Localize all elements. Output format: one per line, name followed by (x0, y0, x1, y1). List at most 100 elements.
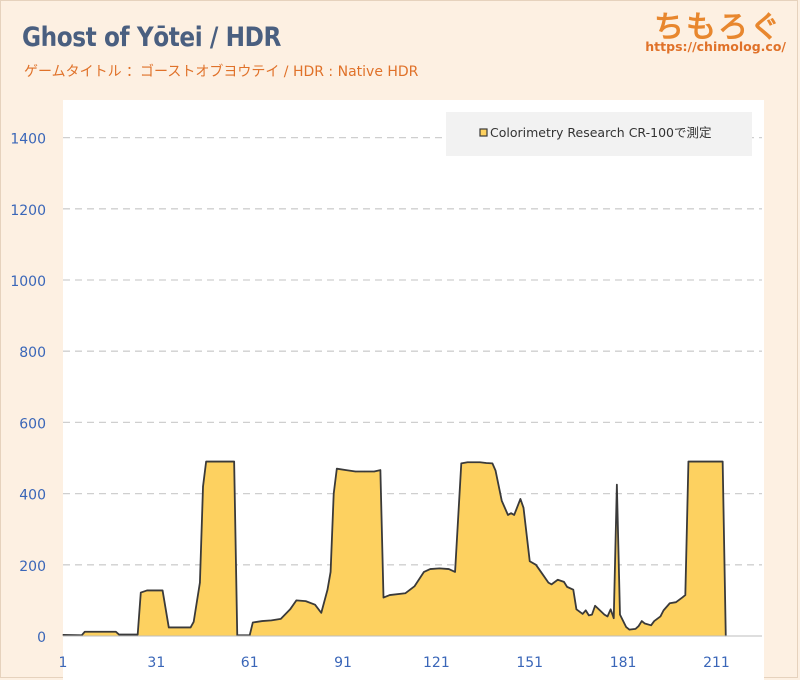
data-point (557, 579, 559, 581)
data-point (404, 592, 406, 594)
data-point (314, 604, 316, 606)
data-point (541, 573, 543, 575)
plot-background (63, 100, 764, 680)
data-point (491, 462, 493, 464)
data-point (610, 608, 612, 610)
data-point (501, 500, 503, 502)
data-point (485, 462, 487, 464)
y-tick-label: 600 (19, 416, 46, 432)
data-point (650, 624, 652, 626)
data-point (137, 633, 139, 636)
data-point (202, 485, 204, 488)
data-point (448, 568, 450, 570)
chart-title: Ghost of Yōtei / HDR (22, 22, 281, 53)
data-point (382, 596, 385, 599)
data-point (115, 631, 117, 633)
data-point (423, 571, 425, 573)
data-point (594, 605, 596, 607)
data-point (280, 618, 282, 620)
data-point (616, 484, 618, 486)
axes: 0 200 400 600 800 1000 1200 1400 1 31 61 91 121 151 18… (10, 132, 762, 671)
data-point (295, 599, 297, 602)
data-point (619, 614, 621, 616)
data-point (364, 470, 366, 473)
legend-swatch (479, 128, 488, 137)
x-tick-label: 1 (59, 655, 68, 671)
data-point (675, 601, 677, 603)
data-point (628, 628, 630, 631)
data-point (547, 582, 550, 584)
data-point (494, 469, 497, 472)
data-point (566, 586, 568, 588)
data-point (193, 621, 195, 623)
x-tick-label: 121 (423, 655, 450, 671)
y-tick-label: 400 (19, 488, 46, 504)
data-point (320, 612, 322, 614)
data-point (535, 564, 537, 566)
data-point (438, 567, 441, 569)
y-tick-label: 200 (19, 559, 46, 575)
data-point (84, 631, 86, 633)
data-point (389, 594, 391, 596)
x-tick-label: 151 (516, 655, 543, 671)
y-tick-label: 1000 (10, 274, 46, 290)
data-point (454, 571, 456, 573)
data-point (659, 615, 662, 618)
data-point (326, 589, 329, 591)
data-point (585, 609, 587, 611)
legend: Colorimetry Research CR-100で測定 (446, 112, 752, 156)
brand-logo: ちもろぐ (654, 10, 782, 45)
data-point (513, 514, 515, 516)
data-point (572, 589, 574, 591)
legend-box (446, 112, 752, 156)
data-point (189, 626, 192, 629)
data-point (722, 460, 724, 463)
data-point (634, 628, 637, 630)
data-point (522, 507, 525, 509)
data-point (687, 460, 690, 463)
x-tick-label: 31 (147, 655, 165, 671)
data-point (625, 626, 627, 628)
data-point (684, 594, 686, 596)
data-point (681, 596, 683, 599)
data-point (479, 461, 481, 463)
data-point (662, 609, 665, 611)
data-point (199, 582, 201, 584)
data-point (146, 589, 148, 592)
x-tick-label: 181 (610, 655, 637, 671)
x-tick-label: 211 (703, 655, 730, 671)
data-point (606, 615, 609, 618)
data-point (429, 568, 431, 570)
data-point (289, 608, 291, 610)
data-point (575, 608, 578, 610)
series-area-fill (63, 461, 726, 636)
data-point (205, 460, 207, 463)
y-tick-label: 0 (37, 630, 46, 646)
data-point (460, 462, 462, 464)
data-point (591, 614, 593, 616)
legend-label: Colorimetry Research CR-100で測定 (490, 125, 711, 140)
brand-url[interactable]: https://chimolog.co/ (645, 39, 786, 54)
data-point (563, 581, 565, 583)
y-tick-label: 1200 (10, 203, 46, 219)
data-point (354, 470, 357, 473)
data-point (638, 625, 640, 627)
data-point (379, 469, 381, 471)
data-point (305, 600, 307, 602)
data-point (270, 619, 273, 621)
data-point (345, 469, 347, 471)
data-point (507, 514, 509, 516)
data-point (373, 470, 375, 473)
data-point (118, 633, 120, 636)
x-tick-label: 61 (241, 655, 259, 671)
data-point (261, 620, 263, 622)
y-tick-label: 800 (19, 345, 46, 361)
data-point (529, 560, 531, 562)
data-point (333, 493, 335, 495)
y-tick-label: 1400 (10, 132, 46, 148)
data-point (588, 614, 590, 616)
data-point (168, 626, 170, 629)
data-point (669, 602, 671, 604)
data-point (466, 461, 469, 463)
